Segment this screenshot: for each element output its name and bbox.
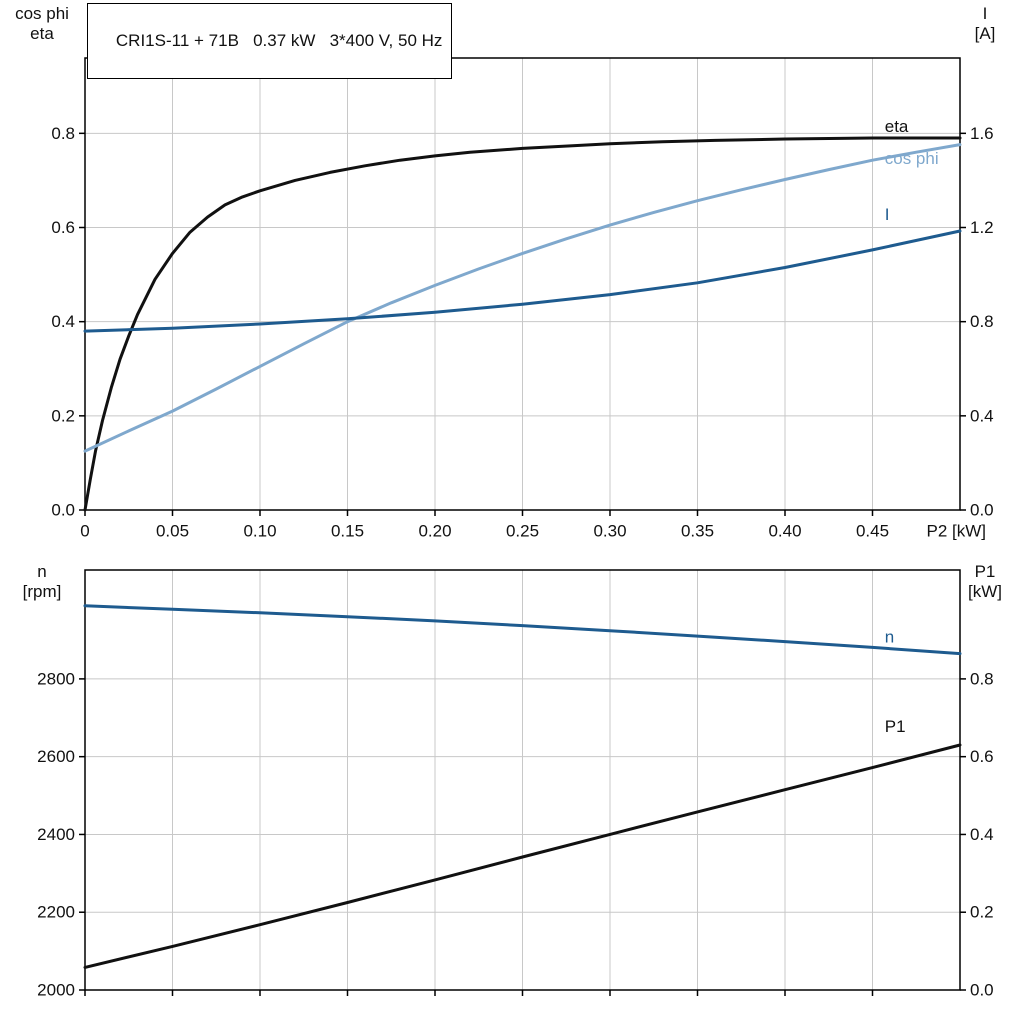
chart-title: CRI1S-11 + 71B 0.37 kW 3*400 V, 50 Hz [115, 31, 443, 50]
curve-current [83, 229, 962, 333]
left-axis-tick-label: 2000 [37, 981, 75, 1000]
right-axis-tick-label: 0.8 [970, 669, 994, 688]
chart-title-box: CRI1S-11 + 71B 0.37 kW 3*400 V, 50 Hz [87, 3, 453, 79]
curve-speed [83, 604, 962, 656]
right-axis-tick-label: 0.8 [970, 312, 994, 331]
x-axis-tick-label: 0.05 [156, 522, 189, 541]
left-axis-tick-label: 2800 [37, 669, 75, 688]
right-axis-title-line: I [982, 4, 988, 23]
x-axis-tick-label: 0.15 [331, 522, 364, 541]
left-axis-tick-label: 0.8 [51, 124, 75, 143]
bottom-chart-left-axis-title: n [rpm] [2, 562, 82, 602]
left-axis-tick-label: 2600 [37, 747, 75, 766]
right-axis-title-line: [A] [974, 24, 996, 43]
right-axis-tick-label: 1.6 [970, 124, 994, 143]
top-chart-right-axis-title: I [A] [948, 4, 1022, 44]
curve-label-cos-phi: cos phi [885, 149, 939, 168]
x-axis-tick-label: 0.10 [243, 522, 276, 541]
curve-label-eta: eta [885, 117, 909, 136]
right-axis-title-line: P1 [974, 562, 996, 581]
curve-label-p1: P1 [885, 717, 906, 736]
curve-cos-phi [83, 143, 962, 453]
curve-eta [83, 136, 962, 512]
x-axis-tick-label: 0.45 [856, 522, 889, 541]
right-axis-title-line: [kW] [968, 582, 1002, 601]
left-axis-tick-label: 0.6 [51, 218, 75, 237]
x-axis-tick-label: 0.35 [681, 522, 714, 541]
left-axis-tick-label: 2200 [37, 903, 75, 922]
right-axis-tick-label: 0.4 [970, 406, 994, 425]
curve-label-speed: n [885, 627, 894, 646]
left-axis-tick-label: 0.0 [51, 501, 75, 520]
left-axis-title-line: [rpm] [22, 582, 62, 601]
left-axis-tick-label: 2400 [37, 825, 75, 844]
right-axis-tick-label: 0.0 [970, 981, 994, 1000]
left-axis-tick-label: 0.4 [51, 312, 75, 331]
x-axis-tick-label: 0.25 [506, 522, 539, 541]
curve-p1 [83, 743, 962, 969]
x-axis-tick-label: 0.30 [593, 522, 626, 541]
right-axis-tick-label: 0.4 [970, 825, 994, 844]
left-axis-title-line: n [37, 562, 47, 581]
left-axis-tick-label: 0.2 [51, 406, 75, 425]
right-axis-tick-label: 1.2 [970, 218, 994, 237]
curve-label-current: I [885, 205, 890, 224]
x-axis-tick-label: 0.40 [768, 522, 801, 541]
right-axis-tick-label: 0.6 [970, 747, 994, 766]
left-axis-title-line: eta [30, 24, 54, 43]
right-axis-tick-label: 0.0 [970, 501, 994, 520]
x-axis-tick-label: 0.20 [418, 522, 451, 541]
right-axis-tick-label: 0.2 [970, 903, 994, 922]
x-axis-tick-label: 0 [80, 522, 89, 541]
bottom-chart-right-axis-title: P1 [kW] [948, 562, 1022, 602]
top-chart-left-axis-title: cos phi eta [2, 4, 82, 44]
x-axis-label: P2 [kW] [926, 522, 986, 541]
left-axis-title-line: cos phi [15, 4, 69, 23]
